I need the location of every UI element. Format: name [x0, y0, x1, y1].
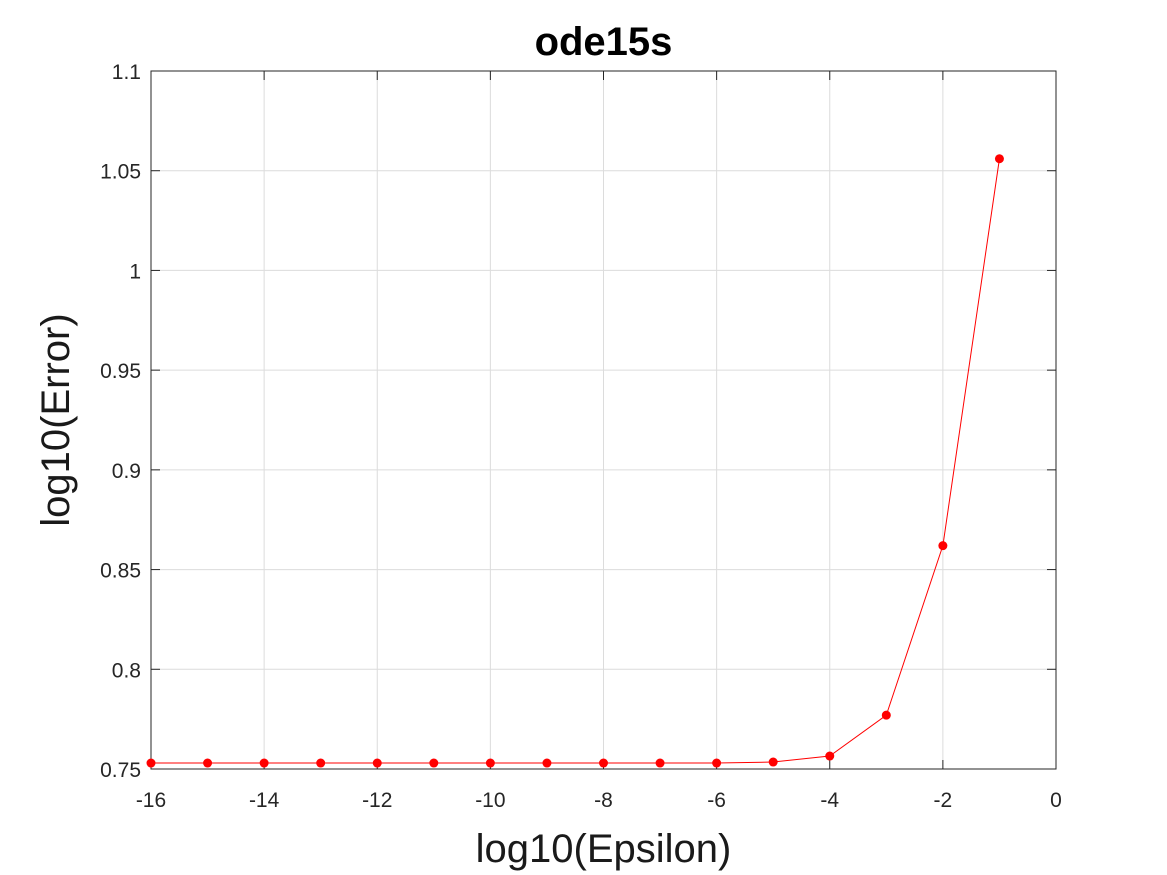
x-tick-label: -12	[362, 789, 392, 812]
data-point	[712, 758, 722, 768]
data-point	[994, 154, 1004, 164]
data-point	[881, 710, 891, 720]
y-tick-label: 0.85	[100, 560, 141, 583]
data-point	[938, 541, 948, 551]
x-tick-label: -4	[820, 789, 839, 812]
data-point	[429, 758, 439, 768]
data-point	[542, 758, 552, 768]
y-tick-label: 1.05	[100, 161, 141, 184]
y-tick-label: 1	[129, 260, 141, 283]
x-tick-label: -2	[934, 789, 953, 812]
chart-title: ode15s	[535, 20, 673, 64]
y-tick-label: 0.9	[112, 460, 141, 483]
x-tick-labels: -16 -14 -12 -10 -8 -6 -4 -2 0	[136, 789, 1062, 812]
x-tick-label: -10	[475, 789, 505, 812]
x-tick-label: -16	[136, 789, 166, 812]
data-point	[372, 758, 382, 768]
x-tick-label: 0	[1050, 789, 1062, 812]
x-tick-label: -8	[594, 789, 613, 812]
y-tick-label: 1.1	[112, 61, 141, 84]
y-tick-label: 0.8	[112, 659, 141, 682]
data-point	[599, 758, 608, 768]
y-tick-labels: 0.75 0.8 0.85 0.9 0.95 1 1.05 1.1	[100, 61, 141, 782]
data-point	[316, 758, 326, 768]
data-series	[146, 154, 1004, 768]
data-point	[768, 757, 778, 767]
y-axis-title: log10(Error)	[34, 313, 78, 526]
y-tick-label: 0.75	[100, 759, 141, 782]
data-point	[485, 758, 495, 768]
x-axis-title: log10(Epsilon)	[476, 827, 732, 871]
data-point	[655, 758, 665, 768]
data-point	[146, 758, 156, 768]
data-point	[825, 751, 835, 761]
data-point	[259, 758, 269, 768]
x-tick-label: -6	[707, 789, 726, 812]
series-line	[151, 158, 1000, 764]
data-point	[203, 758, 213, 768]
grid-lines	[150, 70, 1057, 770]
y-tick-label: 0.95	[100, 360, 141, 383]
x-tick-label: -14	[249, 789, 280, 812]
